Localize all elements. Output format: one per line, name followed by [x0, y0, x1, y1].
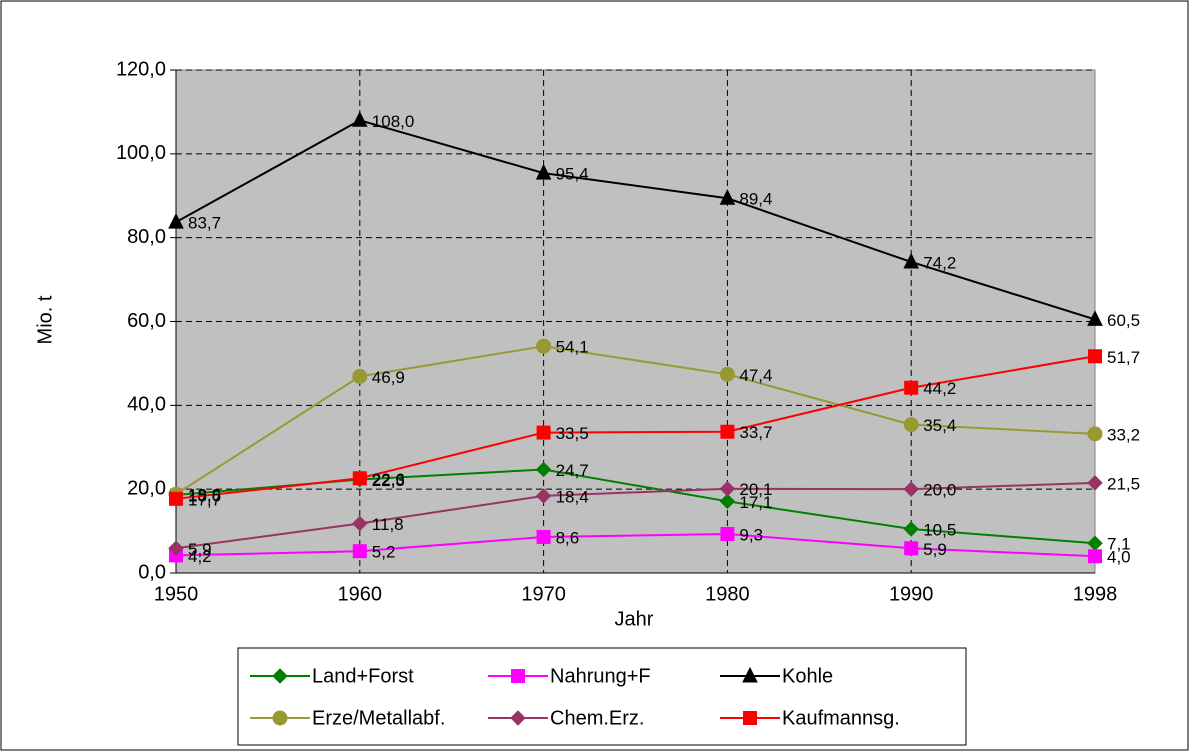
data-point	[352, 471, 367, 486]
value-label: 44,2	[923, 379, 956, 398]
x-tick-label: 1990	[889, 583, 934, 605]
y-tick-label: 100,0	[116, 142, 166, 164]
value-label: 74,2	[923, 253, 956, 272]
data-point	[168, 213, 184, 229]
value-label: 22,6	[372, 470, 405, 489]
legend-marker	[742, 666, 758, 683]
data-point	[1088, 349, 1102, 364]
value-label: 46,9	[372, 368, 405, 387]
value-label: 89,4	[739, 190, 772, 209]
y-tick-label: 120,0	[116, 58, 166, 80]
x-tick-label: 1998	[1073, 583, 1118, 605]
data-point	[719, 493, 736, 510]
legend-marker	[511, 669, 525, 683]
data-point	[352, 368, 368, 384]
legend-label: Kohle	[782, 665, 833, 687]
legend-marker	[743, 711, 757, 725]
series-line	[175, 345, 1096, 496]
x-tick-label: 1950	[154, 583, 199, 605]
data-point	[719, 189, 736, 205]
value-label: 4,2	[188, 547, 212, 566]
value-label: 8,6	[556, 528, 580, 547]
series-line	[175, 533, 1096, 558]
x-tick-label: 1970	[521, 583, 566, 605]
value-label: 108,0	[372, 112, 415, 131]
legend-label: Kaufmannsg.	[782, 707, 900, 729]
legend-marker	[272, 668, 288, 684]
legend-marker	[510, 710, 526, 726]
value-label: 7,1	[1107, 535, 1131, 554]
legend-label: Chem.Erz.	[550, 707, 644, 729]
data-point	[1087, 310, 1103, 326]
data-point	[535, 461, 552, 478]
data-point	[536, 425, 551, 440]
y-tick-label: 80,0	[127, 226, 166, 248]
y-axis-label: Mio. t	[34, 295, 56, 344]
value-label: 20,0	[923, 481, 956, 500]
value-label: 33,7	[739, 423, 772, 442]
legend-label: Land+Forst	[312, 665, 414, 687]
data-point	[720, 527, 735, 542]
y-tick-label: 20,0	[127, 477, 166, 499]
data-point	[1087, 475, 1103, 491]
value-label: 83,7	[188, 214, 221, 233]
data-point	[903, 417, 919, 433]
legend-box	[237, 647, 967, 746]
data-point	[904, 380, 919, 395]
data-point	[903, 521, 919, 537]
data-point	[720, 424, 735, 439]
series-line	[175, 355, 1096, 500]
value-label: 33,5	[556, 424, 589, 443]
legend-marker	[272, 710, 288, 726]
data-point	[536, 529, 551, 544]
data-point	[535, 163, 552, 180]
data-point	[903, 252, 920, 269]
y-tick-label: 40,0	[127, 394, 166, 416]
value-label: 17,1	[739, 493, 772, 512]
data-point	[719, 366, 735, 382]
legend-label: Nahrung+F	[550, 665, 651, 687]
value-label: 33,2	[1107, 425, 1140, 444]
y-tick-label: 0,0	[138, 561, 166, 583]
value-label: 17,7	[188, 490, 221, 509]
data-point	[1088, 549, 1102, 564]
value-label: 9,3	[739, 526, 763, 545]
data-point	[1087, 426, 1103, 442]
data-point	[169, 491, 183, 506]
data-point	[903, 481, 919, 497]
value-label: 51,7	[1107, 348, 1140, 367]
value-label: 10,5	[923, 520, 956, 539]
data-point	[719, 481, 736, 497]
value-label: 47,4	[739, 366, 772, 385]
value-label: 5,9	[188, 540, 212, 559]
value-label: 22,3	[372, 471, 405, 490]
value-label: 95,4	[556, 165, 589, 184]
series-line	[175, 481, 1096, 550]
data-point	[168, 540, 184, 556]
value-label: 4,0	[1107, 548, 1131, 567]
value-label: 11,8	[372, 515, 404, 534]
data-point	[535, 488, 552, 504]
x-tick-label: 1980	[705, 583, 750, 605]
series-line	[175, 119, 1096, 321]
value-label: 21,5	[1107, 474, 1140, 493]
y-tick-label: 60,0	[127, 310, 166, 332]
value-label: 20,1	[739, 480, 772, 499]
value-label: 35,4	[923, 416, 956, 435]
data-point	[352, 544, 367, 559]
value-label: 60,5	[1107, 311, 1140, 330]
value-label: 54,1	[556, 338, 589, 357]
data-point	[352, 515, 368, 532]
value-label: 5,9	[923, 540, 947, 559]
value-label: 5,2	[372, 543, 396, 562]
legend-label: Erze/Metallabf.	[312, 707, 445, 729]
value-label: 18,4	[556, 487, 589, 506]
x-axis-label: Jahr	[615, 608, 654, 630]
data-point	[904, 541, 919, 556]
value-label: 24,7	[556, 461, 589, 480]
data-point	[351, 111, 368, 127]
x-tick-label: 1960	[338, 583, 383, 605]
data-point	[536, 338, 552, 354]
